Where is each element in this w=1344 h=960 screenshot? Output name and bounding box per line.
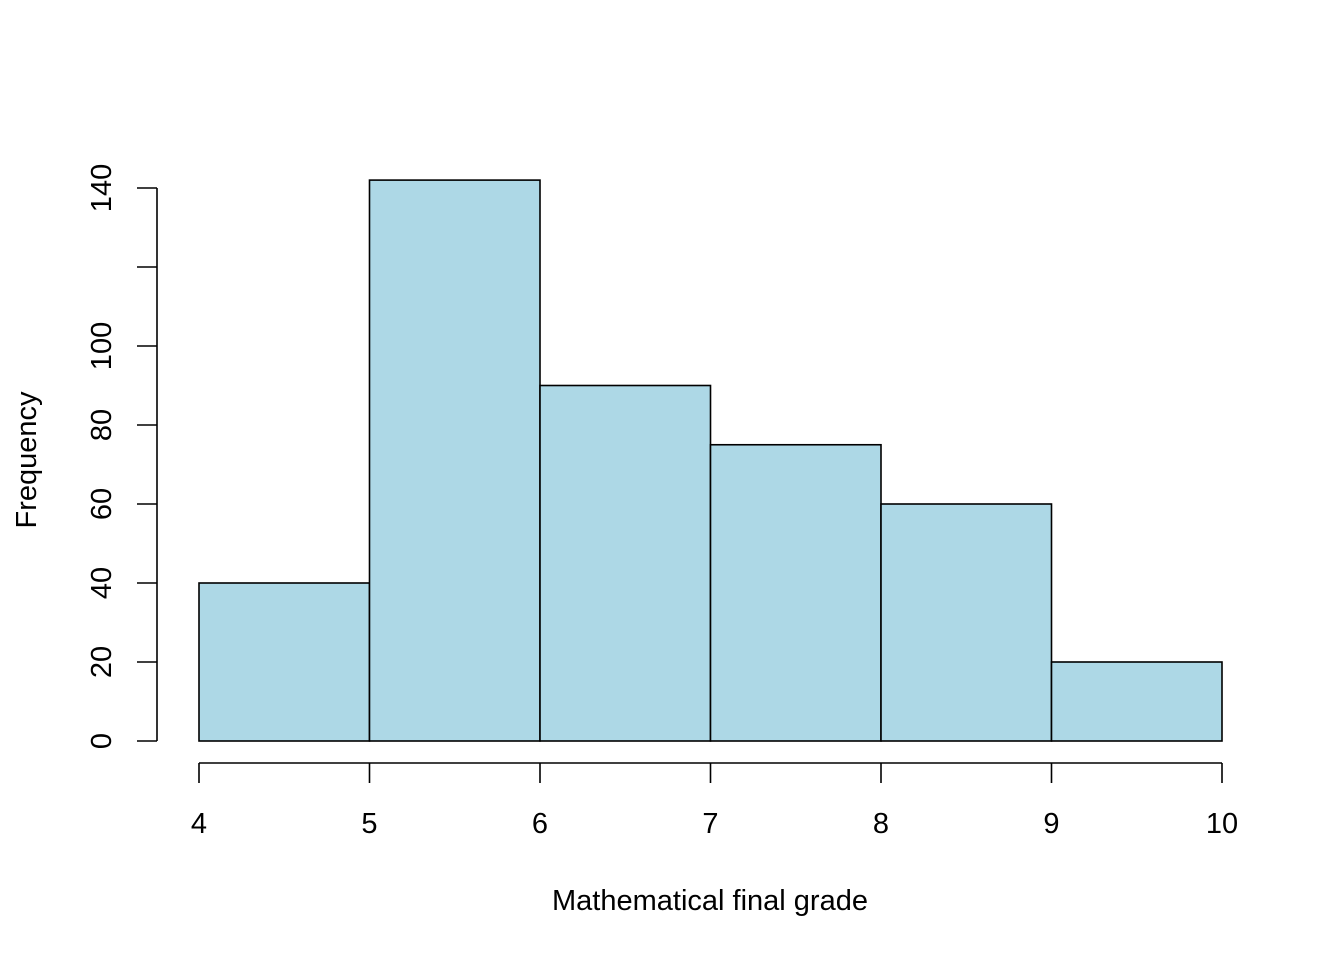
histogram-bar-3 bbox=[539, 384, 712, 742]
histogram-bar-1 bbox=[198, 582, 371, 742]
x-tick-label: 8 bbox=[873, 808, 889, 840]
histogram-bar-4 bbox=[709, 443, 882, 742]
y-tick-label: 60 bbox=[86, 488, 118, 520]
histogram-bar-2 bbox=[368, 179, 541, 742]
x-tick-label: 9 bbox=[1043, 808, 1059, 840]
x-tick-label: 7 bbox=[702, 808, 718, 840]
x-tick-label: 10 bbox=[1206, 808, 1238, 840]
y-tick-label: 40 bbox=[86, 567, 118, 599]
y-tick-label: 100 bbox=[86, 322, 118, 370]
x-tick-label: 6 bbox=[532, 808, 548, 840]
x-tick-label: 5 bbox=[361, 808, 377, 840]
x-axis-title: Mathematical final grade bbox=[552, 885, 868, 917]
histogram-bar-6 bbox=[1050, 661, 1223, 742]
y-tick-label: 140 bbox=[86, 164, 118, 212]
y-tick-label: 0 bbox=[86, 733, 118, 749]
y-axis-title: Frequency bbox=[11, 391, 43, 529]
x-axis: 4 5 6 7 8 9 10 bbox=[191, 762, 1238, 840]
x-tick-label: 4 bbox=[191, 808, 207, 840]
y-tick-label: 20 bbox=[86, 646, 118, 678]
histogram-bar-5 bbox=[880, 503, 1053, 742]
y-tick-label: 80 bbox=[86, 409, 118, 441]
y-axis: 0 20 40 60 80 100 140 bbox=[86, 164, 158, 749]
bars-layer bbox=[198, 179, 1223, 742]
